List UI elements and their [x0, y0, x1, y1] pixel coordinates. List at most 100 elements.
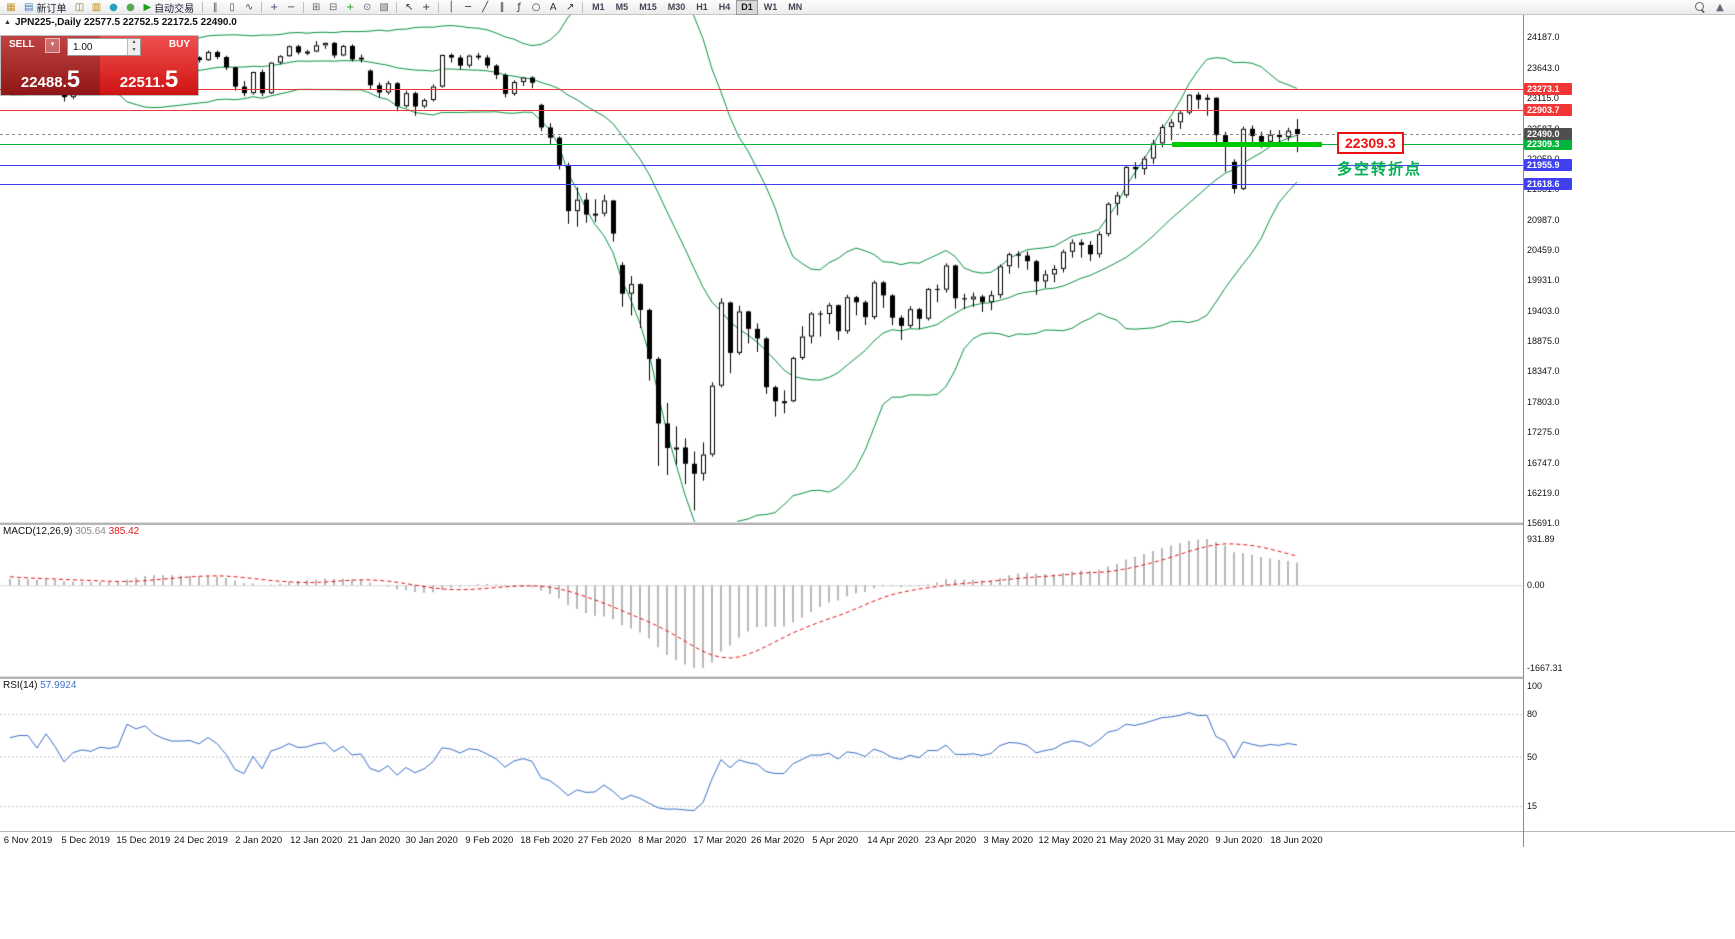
macd-axis-label: -1667.31 — [1527, 663, 1563, 673]
rsi-panel-canvas[interactable] — [0, 678, 1523, 830]
timeframe-m30-button[interactable]: M30 — [667, 2, 686, 12]
horizontal-line[interactable] — [0, 165, 1523, 166]
timeframe-m15-button[interactable]: M15 — [639, 2, 657, 12]
volume-down-icon[interactable]: ▾ — [128, 47, 140, 55]
cascade-windows-icon[interactable]: ⊟ — [325, 1, 341, 14]
periods-icon[interactable]: ⊙ — [359, 1, 375, 14]
arrows-icon[interactable]: ↗ — [562, 1, 578, 14]
buy-price-pip: 5 — [164, 66, 179, 93]
cursor-icon[interactable]: ↖ — [401, 1, 417, 14]
new-order-button-label: 新订单 — [36, 3, 67, 15]
sell-price-main: 22488. — [20, 74, 67, 91]
one-click-panel-toggle[interactable]: ▲ — [4, 19, 11, 26]
volume-input[interactable]: 1.00 ▴ ▾ — [67, 38, 141, 56]
time-axis-label: 18 Feb 2020 — [520, 835, 574, 846]
new-chart-icon[interactable]: ▦ — [3, 1, 19, 14]
timeframe-w1-button[interactable]: W1 — [763, 2, 778, 12]
volume-up-icon[interactable]: ▴ — [128, 39, 140, 47]
profiles-icon: ▥ — [91, 1, 102, 13]
price-badge: 21618.6 — [1524, 178, 1572, 190]
quick-nav-icon[interactable]: ▲ — [1716, 1, 1724, 13]
cascade-windows-icon: ⊟ — [328, 1, 338, 13]
horizontal-line[interactable] — [0, 144, 1523, 145]
price-badge: 22490.0 — [1524, 128, 1572, 140]
horizontal-line-icon[interactable]: ─ — [460, 1, 476, 14]
timeframe-m5-button[interactable]: M5 — [615, 2, 629, 12]
buy-price: 22511. 5 — [100, 66, 198, 93]
panel-separator-macd[interactable] — [0, 522, 1523, 525]
toolbar-separator — [396, 1, 398, 13]
fibonacci-icon: ƒ — [517, 1, 521, 13]
horizontal-line-icon: ─ — [465, 1, 472, 13]
rsi-label: RSI(14) 57.9924 — [3, 680, 76, 691]
rsi-axis-label: 15 — [1527, 801, 1538, 811]
time-axis-label: 21 Jan 2020 — [347, 835, 401, 846]
time-axis-label: 26 Mar 2020 — [750, 835, 805, 846]
timeframe-m1-button[interactable]: M1 — [592, 2, 605, 12]
time-axis-label: 14 Apr 2020 — [867, 835, 919, 846]
macd-name: MACD(12,26,9) — [3, 526, 73, 537]
autotrading-icon: ▶ — [143, 1, 152, 13]
macd-signal-value: 385.42 — [108, 526, 140, 537]
channel-icon[interactable]: ∥ — [494, 1, 510, 14]
candlestick-chart-type-icon: ▯ — [229, 1, 235, 13]
tile-windows-icon: ⊞ — [311, 1, 321, 13]
templates-icon[interactable]: ▧ — [376, 1, 392, 14]
alerts-icon[interactable]: ● — [105, 1, 121, 14]
text-icon[interactable]: A — [545, 1, 561, 14]
rsi-axis-label: 80 — [1527, 709, 1538, 719]
candlestick-chart-type-icon[interactable]: ▯ — [224, 1, 240, 14]
time-axis-label: 31 May 2020 — [1153, 835, 1209, 846]
horizontal-line[interactable] — [0, 110, 1523, 111]
time-axis-label: 18 Jun 2020 — [1270, 835, 1323, 846]
timeframe-mn-button[interactable]: MN — [788, 2, 803, 12]
new-chart-icon: ▦ — [6, 1, 16, 13]
crosshair-icon[interactable]: + — [418, 1, 434, 14]
time-axis-label: 21 May 2020 — [1096, 835, 1151, 846]
order-type-caret-icon[interactable]: ▾ — [45, 38, 60, 53]
price-chart-canvas[interactable] — [0, 15, 1523, 522]
time-axis-label: 8 Mar 2020 — [638, 835, 687, 846]
macd-axis-label: 931.89 — [1527, 534, 1555, 544]
market-watch-icon[interactable]: ● — [122, 1, 138, 14]
tile-windows-icon[interactable]: ⊞ — [308, 1, 324, 14]
zoom-in-icon[interactable]: + — [266, 1, 282, 14]
time-axis-label: 23 Apr 2020 — [924, 835, 977, 846]
line-chart-type-icon[interactable]: ∿ — [241, 1, 257, 14]
bid-price-line[interactable] — [0, 134, 1523, 135]
sell-label: SELL — [9, 39, 35, 50]
chart-windows-icon[interactable]: ◫ — [71, 1, 87, 14]
chart-windows-icon: ◫ — [74, 1, 85, 13]
toolbar-separator — [261, 1, 263, 13]
time-axis-label: 30 Jan 2020 — [405, 835, 458, 846]
autotrading-button[interactable]: ▶ 自动交易 — [139, 1, 198, 15]
vertical-line-icon[interactable]: │ — [443, 1, 459, 14]
bar-chart-type-icon[interactable]: ‖ — [207, 1, 223, 14]
shapes-icon[interactable]: ○ — [528, 1, 544, 14]
price-callout[interactable]: 22309.3 — [1337, 132, 1404, 154]
fibonacci-icon[interactable]: ƒ — [511, 1, 527, 14]
search-icon[interactable] — [1695, 1, 1706, 13]
price-axis-label: 23643.0 — [1527, 63, 1560, 73]
timeframe-h1-button[interactable]: H1 — [696, 2, 708, 12]
horizontal-line[interactable] — [0, 184, 1523, 185]
macd-panel-canvas[interactable] — [0, 524, 1523, 676]
support-trend-segment[interactable] — [1172, 142, 1322, 147]
price-axis-label: 15691.0 — [1527, 518, 1560, 528]
crosshair-icon: + — [421, 1, 431, 13]
price-axis-label: 20459.0 — [1527, 245, 1560, 255]
indicators-add-icon[interactable]: + — [342, 1, 358, 14]
price-chart-overlay — [0, 15, 1523, 522]
trendline-icon[interactable]: ╱ — [477, 1, 493, 14]
zoom-in-icon: + — [269, 1, 279, 13]
alerts-icon: ● — [109, 1, 118, 13]
new-order-button[interactable]: ▤ 新订单 — [20, 1, 70, 15]
zoom-out-icon[interactable]: − — [283, 1, 299, 14]
profiles-icon[interactable]: ▥ — [88, 1, 104, 14]
price-axis-label: 19931.0 — [1527, 275, 1560, 285]
timeframe-d1-button[interactable]: D1 — [736, 0, 758, 15]
panel-separator-rsi[interactable] — [0, 676, 1523, 679]
price-axis-label: 16219.0 — [1527, 488, 1560, 498]
timeframe-h4-button[interactable]: H4 — [718, 2, 731, 12]
horizontal-line[interactable] — [0, 89, 1523, 90]
